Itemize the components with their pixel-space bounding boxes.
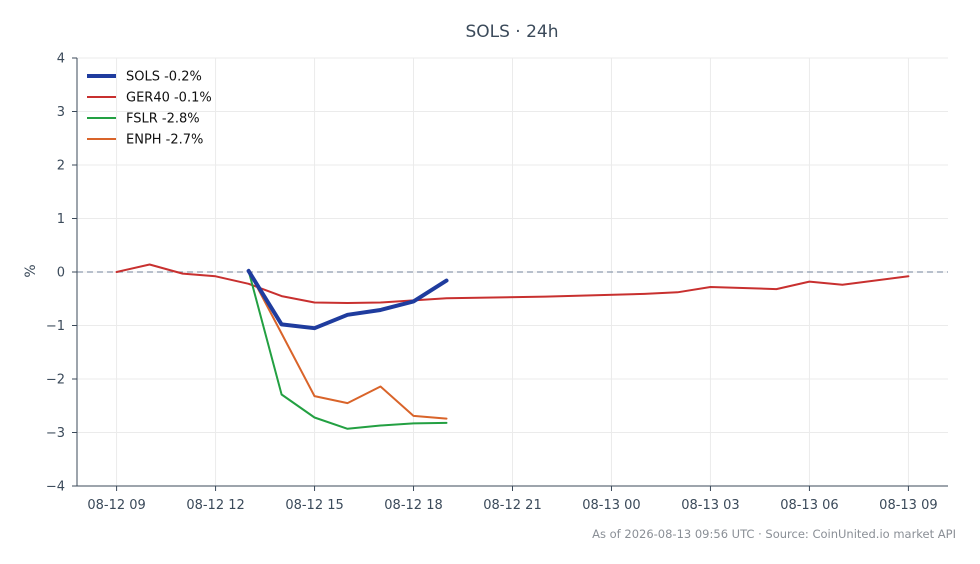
x-tick-label: 08-12 15 (285, 498, 343, 513)
x-tick-label: 08-13 00 (582, 498, 640, 513)
x-axis-ticks: 08-12 09 08-12 12 08-12 15 08-12 18 08-12 21… (87, 486, 938, 513)
y-tick-label: 1 (57, 212, 65, 227)
x-tick-label: 08-13 06 (780, 498, 838, 513)
legend: SOLS -0.2% GER40 -0.1% FSLR -2.8% ENPH -2.7… (87, 70, 212, 148)
x-tick-label: 08-13 03 (681, 498, 739, 513)
y-tick-label: 2 (57, 159, 65, 174)
chart-title: SOLS · 24h (465, 22, 558, 42)
legend-label: ENPH -2.7% (126, 133, 203, 148)
y-tick-label: −4 (46, 480, 65, 495)
series-line-1 (246, 268, 449, 331)
y-axis-ticks: −4 −3 −2 −1 0 1 2 3 4 (46, 52, 77, 495)
y-tick-label: −2 (46, 373, 65, 388)
legend-label: GER40 -0.1% (126, 91, 212, 106)
series-lines (115, 263, 910, 430)
series-line-4 (247, 269, 448, 420)
x-tick-label: 08-12 18 (384, 498, 442, 513)
source-footnote: As of 2026-08-13 09:56 UTC · Source: Coi… (592, 527, 956, 541)
legend-label: SOLS -0.2% (126, 70, 202, 85)
x-tick-label: 08-12 21 (483, 498, 541, 513)
y-axis-label: % (23, 264, 39, 277)
y-tick-label: 3 (57, 105, 65, 120)
y-tick-label: −1 (46, 319, 65, 334)
y-tick-label: −3 (46, 426, 65, 441)
y-tick-label: 0 (57, 266, 65, 281)
x-tick-label: 08-12 12 (186, 498, 244, 513)
x-tick-label: 08-13 09 (879, 498, 937, 513)
y-tick-label: 4 (57, 52, 65, 67)
legend-label: FSLR -2.8% (126, 112, 200, 127)
x-tick-label: 08-12 09 (87, 498, 145, 513)
series-line-3 (247, 269, 448, 430)
